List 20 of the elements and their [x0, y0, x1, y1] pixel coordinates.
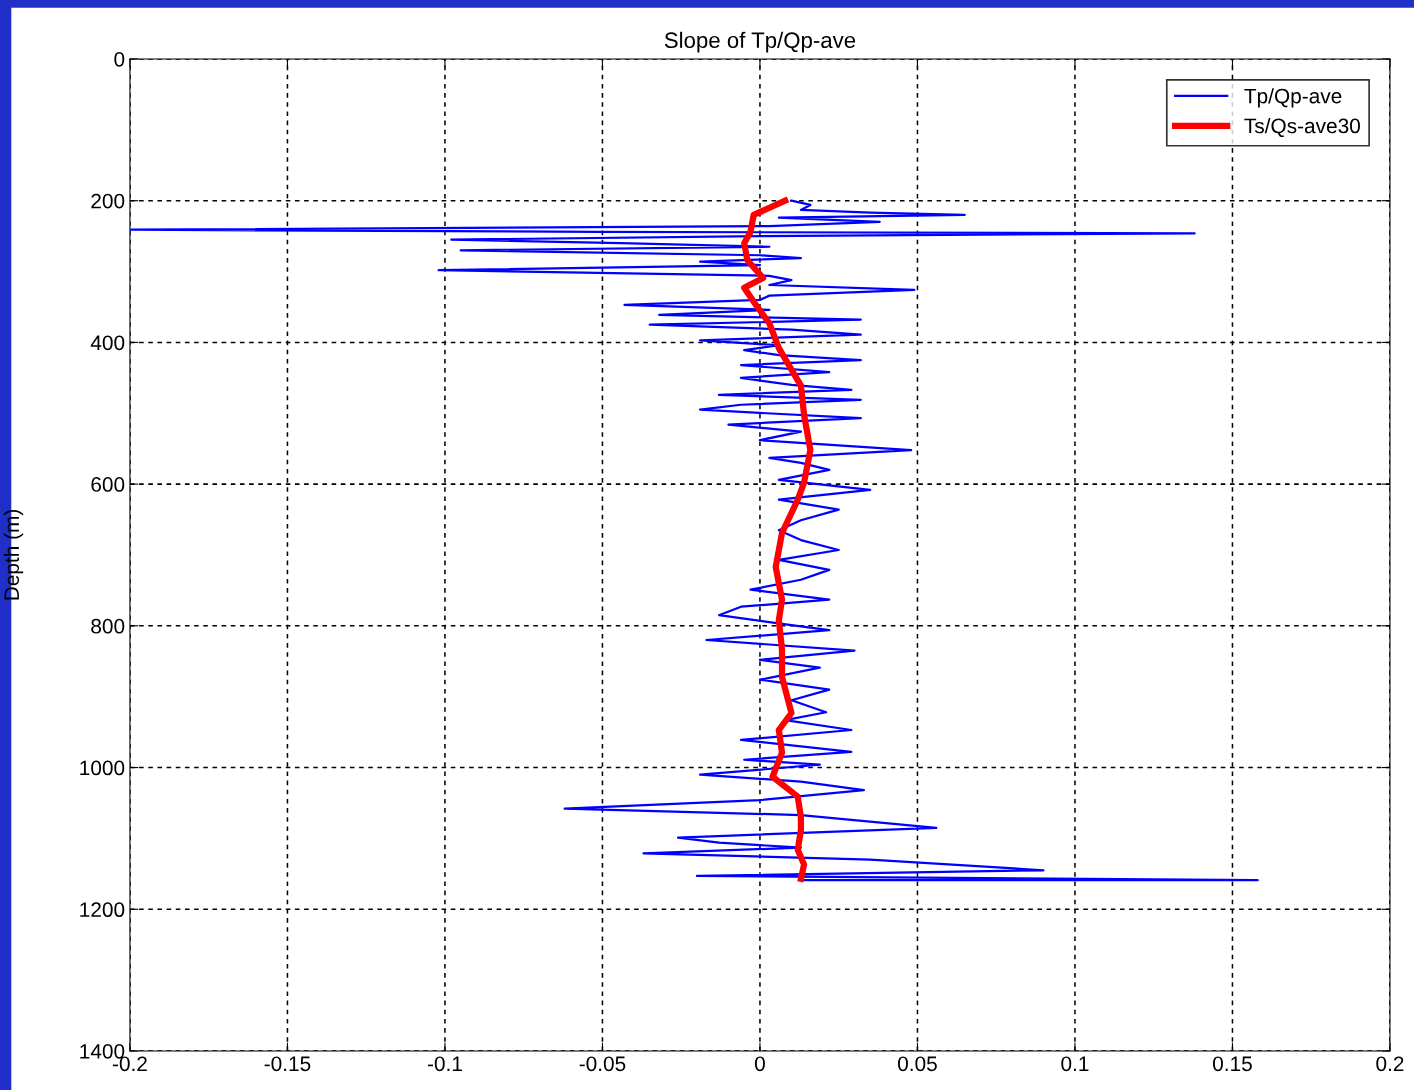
line-series: [129, 199, 1259, 882]
x-tick-label: 0.2: [1376, 1056, 1404, 1072]
y-axis-title: Depth (m): [3, 509, 24, 600]
x-tick-label: 0: [754, 1056, 765, 1072]
y-tick-label: 600: [91, 477, 125, 492]
chart-title: Slope of Tp/Qp-ave: [664, 31, 856, 53]
x-tick-label: 0.05: [898, 1056, 937, 1072]
y-tick-label: 0: [114, 51, 125, 67]
x-tick-label: 0.15: [1213, 1056, 1252, 1072]
legend-label: Ts/Qs-ave30: [1244, 117, 1360, 138]
y-tick-label: 400: [90, 335, 125, 351]
y-tick-label: 200: [91, 193, 125, 209]
x-tick-label: 0.1: [1061, 1056, 1089, 1072]
x-tick-label: -0.15: [264, 1056, 311, 1072]
y-tick-label: 1000: [80, 760, 125, 776]
y-tick-label: 1200: [80, 902, 125, 918]
x-tick-label: -0.05: [579, 1056, 626, 1072]
y-tick-label: 800: [91, 618, 125, 634]
x-tick-label: -0.1: [427, 1056, 462, 1072]
legend-label: Tp/Qp-ave: [1244, 88, 1342, 108]
